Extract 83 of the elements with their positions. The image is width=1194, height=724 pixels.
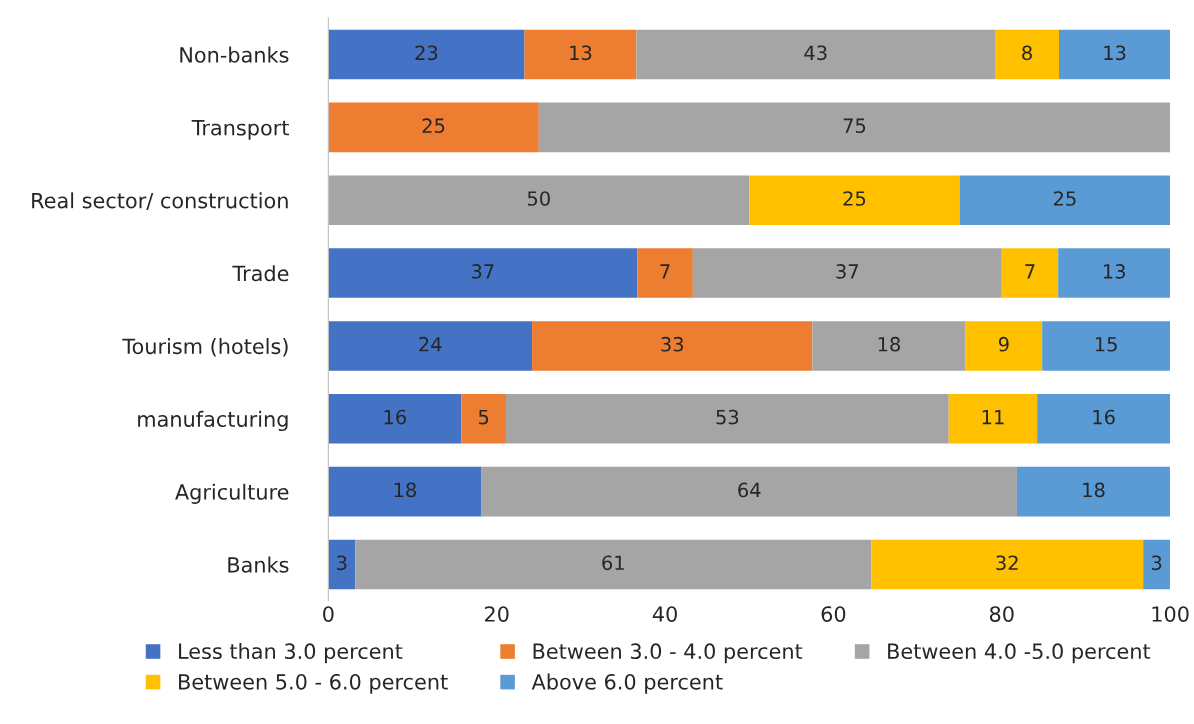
bar xyxy=(1016,466,1171,517)
legend-label: Between 4.0 -5.0 percent xyxy=(888,643,1151,664)
data-label: 18 xyxy=(394,482,416,498)
data-label: 13 xyxy=(1104,45,1126,61)
y-tick-label: Tourism (hotels) xyxy=(122,338,288,357)
data-label: 25 xyxy=(843,191,866,206)
data-label: 24 xyxy=(419,336,442,352)
bar xyxy=(812,321,966,371)
bar xyxy=(461,394,506,444)
bar xyxy=(328,466,482,517)
bar xyxy=(532,321,813,371)
y-tick-label: Banks xyxy=(228,556,289,573)
x-tick-label: 0 xyxy=(323,606,334,622)
bar xyxy=(538,102,1171,153)
y-tick-label: Real sector/ construction xyxy=(32,192,288,211)
data-label: 16 xyxy=(1093,409,1115,425)
bar xyxy=(1037,394,1171,444)
x-tick-label: 60 xyxy=(821,606,846,622)
bar xyxy=(1143,539,1171,590)
data-label: 37 xyxy=(836,264,859,279)
data-label: 9 xyxy=(998,336,1009,352)
bar xyxy=(1058,248,1171,298)
bar xyxy=(328,175,750,225)
bar xyxy=(328,29,525,80)
bar xyxy=(328,102,539,153)
x-tick-label: 20 xyxy=(484,606,509,622)
y-tick-label: Agriculture xyxy=(175,483,289,504)
data-label: 11 xyxy=(982,409,1004,425)
bar xyxy=(1042,321,1171,371)
bar xyxy=(637,248,693,298)
bar xyxy=(328,248,638,298)
data-label: 64 xyxy=(738,482,761,498)
data-label: 23 xyxy=(415,45,438,61)
data-label: 33 xyxy=(661,336,684,352)
data-label: 3 xyxy=(337,555,347,571)
bar xyxy=(871,539,1144,590)
y-tick-label: Trade xyxy=(232,265,289,282)
bar xyxy=(965,321,1043,371)
data-label: 75 xyxy=(843,118,866,134)
y-tick-label: manufacturing xyxy=(138,410,288,432)
data-label: 32 xyxy=(996,555,1018,571)
data-label: 7 xyxy=(660,264,670,279)
bar xyxy=(328,394,462,444)
data-label: 5 xyxy=(478,409,489,425)
y-tick-label: Transport xyxy=(191,120,289,140)
bar xyxy=(959,175,1171,225)
data-label: 16 xyxy=(384,409,406,425)
data-label: 37 xyxy=(471,264,494,279)
bar xyxy=(1059,29,1171,80)
bar xyxy=(692,248,1002,298)
bar xyxy=(636,29,996,80)
data-label: 8 xyxy=(1022,45,1032,61)
legend-label: Between 3.0 - 4.0 percent xyxy=(533,643,803,664)
bar xyxy=(328,321,533,371)
data-label: 13 xyxy=(1103,264,1125,279)
data-label: 3 xyxy=(1151,555,1162,571)
bar xyxy=(505,394,949,444)
data-label: 25 xyxy=(422,118,445,134)
y-tick-label: Non-banks xyxy=(180,46,289,63)
bar xyxy=(995,29,1060,80)
data-label: 50 xyxy=(527,191,550,206)
data-label: 7 xyxy=(1025,264,1035,279)
data-label: 53 xyxy=(716,409,739,425)
data-label: 15 xyxy=(1095,337,1117,352)
bar xyxy=(948,394,1038,444)
x-tick-label: 40 xyxy=(652,606,677,622)
data-label: 13 xyxy=(570,45,592,61)
x-tick-label: 100 xyxy=(1152,606,1189,622)
data-label: 61 xyxy=(602,555,624,571)
bar xyxy=(328,539,356,590)
data-label: 18 xyxy=(878,336,901,352)
data-label: 18 xyxy=(1083,482,1105,498)
bar xyxy=(481,466,1017,517)
data-label: 25 xyxy=(1053,191,1076,206)
bar xyxy=(524,29,637,80)
bar xyxy=(355,539,872,590)
bar xyxy=(749,175,960,225)
data-label: 43 xyxy=(804,45,827,61)
bar xyxy=(1001,248,1059,298)
legend-label: Between 5.0 - 6.0 percent xyxy=(179,673,448,694)
legend-label: Less than 3.0 percent xyxy=(179,642,403,664)
x-tick-label: 80 xyxy=(989,606,1014,622)
legend-label: Above 6.0 percent xyxy=(531,673,723,694)
